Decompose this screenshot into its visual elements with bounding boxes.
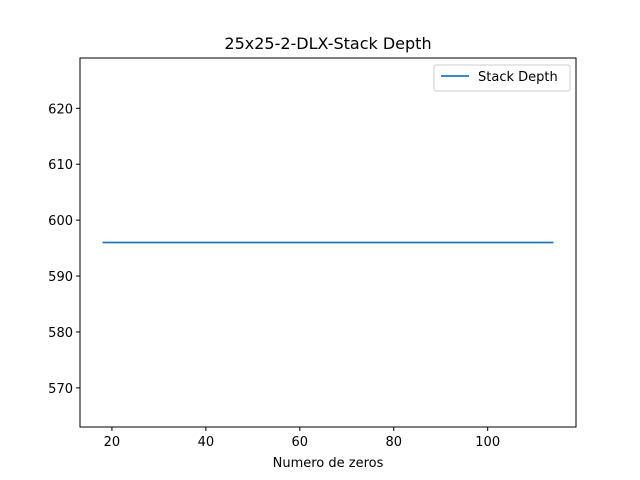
x-axis-label: Numero de zeros [273,456,384,471]
legend-entry-stack-depth: Stack Depth [478,70,558,85]
x-tick-label: 40 [198,435,215,450]
y-tick-label: 610 [48,158,73,173]
y-axis: 570 580 590 600 610 620 [48,102,80,397]
x-tick-label: 100 [475,435,500,450]
x-tick-label: 60 [292,435,309,450]
x-axis: 20 40 60 80 100 [104,427,500,450]
legend: Stack Depth [433,64,571,92]
y-tick-label: 570 [48,382,73,397]
plot-area [79,57,577,428]
y-tick-label: 600 [48,214,73,229]
legend-box [433,64,571,92]
y-tick-label: 580 [48,326,73,341]
x-tick-label: 80 [385,435,402,450]
y-tick-label: 590 [48,270,73,285]
chart-title: 25x25-2-DLX-Stack Depth [224,34,431,53]
x-tick-label: 20 [104,435,121,450]
y-tick-label: 620 [48,102,73,117]
